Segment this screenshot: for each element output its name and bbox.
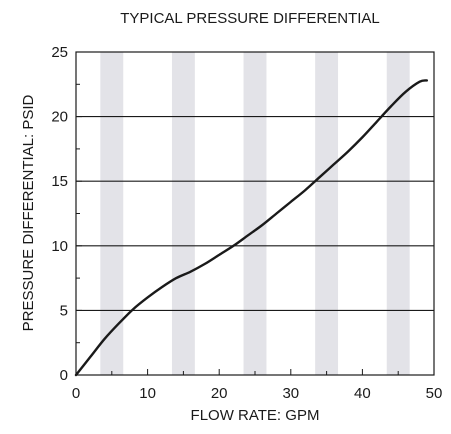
background-stripes bbox=[100, 52, 410, 375]
y-tick-label: 0 bbox=[60, 367, 68, 384]
background-stripe bbox=[315, 52, 339, 375]
x-axis-label: FLOW RATE: GPM bbox=[191, 407, 320, 424]
x-tick-label: 20 bbox=[211, 385, 228, 402]
x-tick-label: 0 bbox=[72, 385, 80, 402]
y-tick-label: 5 bbox=[60, 302, 68, 319]
background-stripe bbox=[171, 52, 195, 375]
axis-ticks bbox=[75, 51, 435, 376]
grid-lines bbox=[76, 116, 434, 311]
background-stripe bbox=[100, 52, 124, 375]
y-axis-label: PRESSURE DIFFERENTIAL: PSID bbox=[20, 94, 37, 331]
y-tick-label: 25 bbox=[51, 44, 68, 61]
x-tick-label: 10 bbox=[139, 385, 156, 402]
y-tick-label: 15 bbox=[51, 173, 68, 190]
background-stripe bbox=[243, 52, 267, 375]
background-stripe bbox=[386, 52, 410, 375]
x-tick-label: 30 bbox=[282, 385, 299, 402]
x-tick-labels: 0 10 20 30 40 50 bbox=[72, 385, 443, 402]
y-tick-label: 10 bbox=[51, 238, 68, 255]
y-tick-labels: 0 5 10 15 20 25 bbox=[51, 44, 68, 384]
chart-title: TYPICAL PRESSURE DIFFERENTIAL bbox=[120, 10, 380, 27]
x-tick-label: 50 bbox=[426, 385, 443, 402]
x-tick-label: 40 bbox=[354, 385, 371, 402]
y-tick-label: 20 bbox=[51, 109, 68, 126]
series-line bbox=[74, 79, 429, 377]
